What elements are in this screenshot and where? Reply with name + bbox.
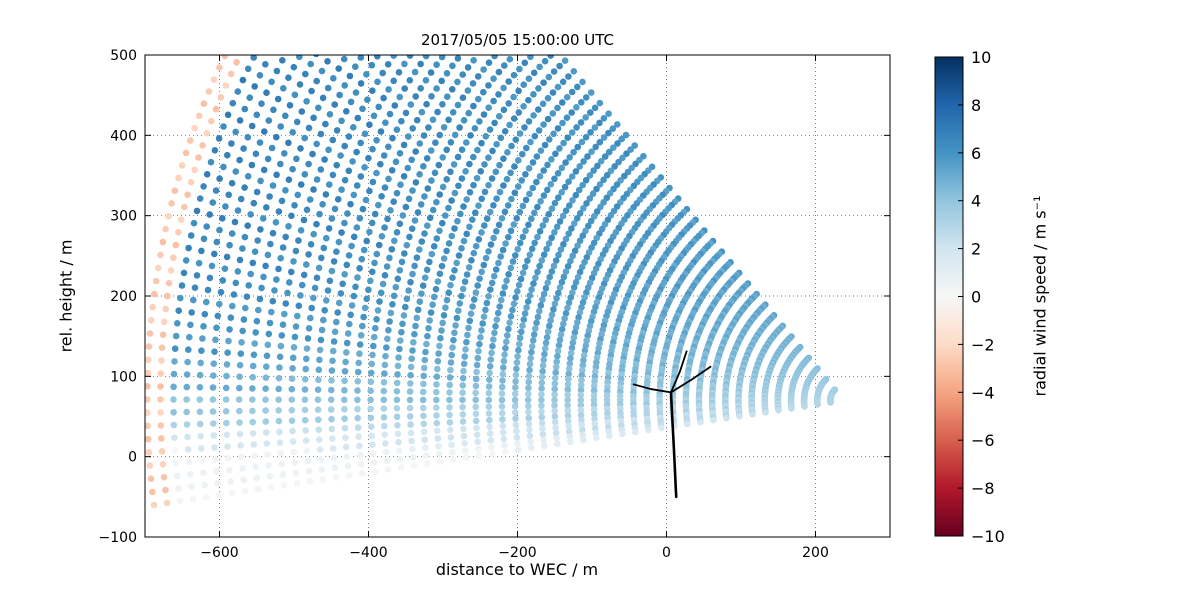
colorbar-tick-label: 2 — [971, 240, 981, 259]
x-ticks: −600 −400 −200 0 200 — [200, 55, 829, 561]
y-axis-label: rel. height / m — [56, 239, 76, 353]
colorbar-tick-label: 6 — [971, 144, 981, 163]
y-tick-label: 0 — [128, 450, 137, 466]
colorbar-tick-label: 0 — [971, 288, 981, 307]
colorbar-tick-label: 8 — [971, 96, 981, 115]
colorbar-tick-label: 4 — [971, 192, 981, 211]
wind-turbine — [632, 350, 712, 499]
x-tick-label: 0 — [662, 545, 671, 561]
y-tick-label: 400 — [110, 128, 137, 144]
y-tick-label: 500 — [110, 48, 137, 64]
plot-title: 2017/05/05 15:00:00 UTC — [420, 31, 615, 49]
x-axis-label: distance to WEC / m — [435, 560, 599, 579]
colorbar-tick-label: −6 — [971, 431, 995, 450]
colorbar-label: radial wind speed / m s⁻¹ — [1030, 195, 1050, 397]
x-tick-label: 200 — [802, 545, 829, 561]
y-tick-label: 100 — [110, 369, 137, 385]
x-tick-label: −400 — [349, 545, 387, 561]
colorbar-tick-label: −8 — [971, 479, 995, 498]
y-tick-label: 200 — [110, 289, 137, 305]
x-tick-label: −200 — [498, 545, 536, 561]
colorbar-tick-label: 10 — [971, 48, 991, 67]
x-tick-label: −600 — [200, 545, 238, 561]
colorbar-tick-label: −2 — [971, 335, 995, 354]
colorbar-tick-label: −10 — [971, 527, 1005, 546]
colorbar-tick-label: −4 — [971, 383, 995, 402]
y-tick-label: −100 — [99, 530, 137, 546]
y-tick-label: 300 — [110, 209, 137, 225]
colorbar: 10 8 6 4 2 0 −2 −4 −6 −8 −10 — [934, 48, 1005, 546]
axes-frame — [144, 54, 891, 538]
y-ticks: −100 0 100 200 300 400 500 — [99, 48, 890, 546]
scatter-points — [145, 55, 839, 509]
